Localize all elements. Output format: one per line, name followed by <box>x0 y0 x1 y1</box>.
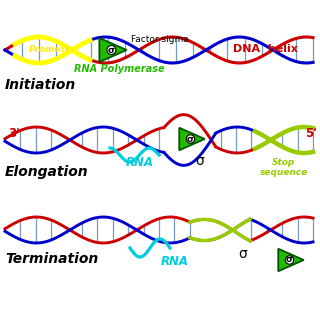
Text: 3': 3' <box>8 127 20 140</box>
Text: σ: σ <box>196 154 204 168</box>
Text: RNA: RNA <box>161 255 189 268</box>
Text: 5': 5' <box>305 127 317 140</box>
Text: Termination: Termination <box>5 252 98 266</box>
Text: RNA: RNA <box>126 156 154 169</box>
Circle shape <box>285 256 294 264</box>
Text: σ: σ <box>286 255 293 265</box>
Text: σ: σ <box>187 134 194 143</box>
Circle shape <box>107 45 116 54</box>
Text: Stop
sequence: Stop sequence <box>260 158 308 177</box>
Text: σ: σ <box>239 247 247 261</box>
Circle shape <box>186 135 195 143</box>
Text: Elongation: Elongation <box>5 165 89 179</box>
Text: Initiation: Initiation <box>5 78 76 92</box>
Text: Promoter: Promoter <box>28 44 76 53</box>
Polygon shape <box>179 128 205 150</box>
Text: DNA  helix: DNA helix <box>233 44 297 54</box>
Text: Factor sigma: Factor sigma <box>131 35 189 44</box>
Polygon shape <box>278 249 304 271</box>
Polygon shape <box>100 38 127 62</box>
Text: σ: σ <box>108 45 115 54</box>
Text: RNA Polymerase: RNA Polymerase <box>74 64 164 74</box>
